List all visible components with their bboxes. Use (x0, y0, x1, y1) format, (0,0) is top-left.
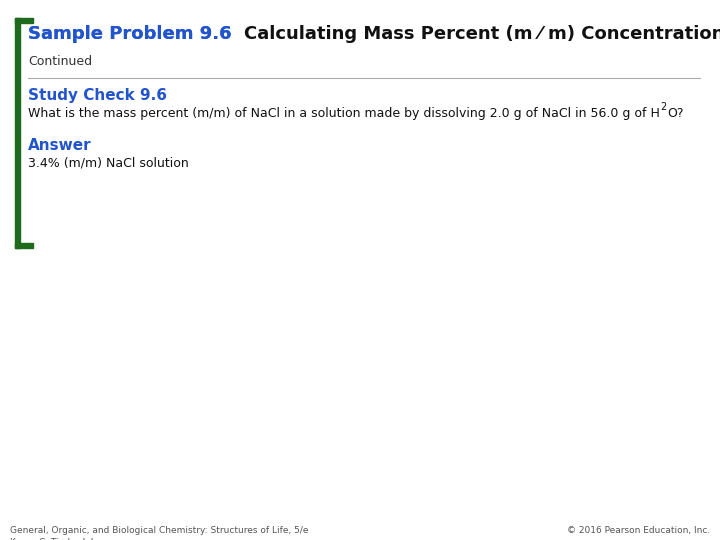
Bar (15, 18, 33, 23)
Text: General, Organic, and Biological Chemistry: Structures of Life, 5/e
Karen C. Tim: General, Organic, and Biological Chemist… (10, 526, 308, 540)
Text: Sample Problem 9.6: Sample Problem 9.6 (28, 25, 244, 43)
Text: 3.4% (m/m) NaCl solution: 3.4% (m/m) NaCl solution (28, 157, 189, 170)
Text: Continued: Continued (28, 55, 92, 68)
Text: Calculating Mass Percent (m ⁄ m) Concentration: Calculating Mass Percent (m ⁄ m) Concent… (244, 25, 720, 43)
Text: © 2016 Pearson Education, Inc.: © 2016 Pearson Education, Inc. (567, 526, 710, 535)
Text: 2: 2 (660, 102, 666, 112)
Text: O?: O? (667, 107, 683, 120)
Bar (15, 18, 20, 248)
Text: Study Check 9.6: Study Check 9.6 (28, 88, 167, 103)
Text: What is the mass percent (m/m) of NaCl in a solution made by dissolving 2.0 g of: What is the mass percent (m/m) of NaCl i… (28, 107, 660, 120)
Bar (15, 243, 33, 248)
Text: Answer: Answer (28, 138, 91, 153)
Text: Sample Problem 9.6: Sample Problem 9.6 (28, 25, 244, 43)
